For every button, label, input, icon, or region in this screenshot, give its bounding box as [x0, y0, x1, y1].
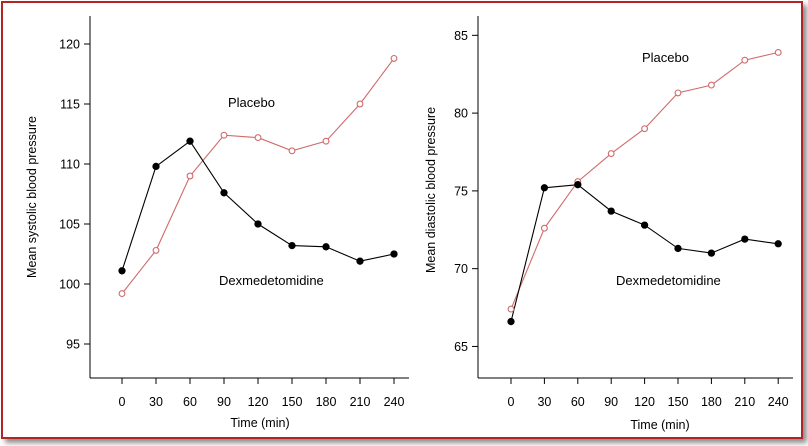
data-point-dexmedetomidine	[356, 257, 364, 265]
data-point-placebo	[540, 224, 548, 232]
x-tick-label: 90	[604, 395, 618, 409]
x-tick-label: 240	[384, 395, 405, 409]
diastolic-chart: Mean diastolic blood pressure Time (min)…	[424, 16, 793, 432]
data-point-placebo	[118, 290, 126, 298]
y-tick-label: 100	[59, 278, 80, 292]
x-tick-label: 180	[701, 395, 722, 409]
data-point-placebo	[254, 134, 262, 142]
x-tick-label: 90	[217, 395, 231, 409]
data-point-placebo	[707, 81, 715, 89]
x-tick-label: 0	[119, 395, 126, 409]
x-tick-label: 120	[634, 395, 655, 409]
data-point-placebo	[607, 150, 615, 158]
x-tick-label: 210	[734, 395, 755, 409]
x-tick-label: 60	[571, 395, 585, 409]
x-axis-label: Time (min)	[630, 418, 689, 432]
data-point-dexmedetomidine	[707, 249, 716, 257]
data-point-placebo	[507, 305, 515, 313]
y-tick-label: 80	[454, 107, 468, 121]
data-point-placebo	[390, 54, 398, 62]
data-point-dexmedetomidine	[540, 184, 549, 192]
data-point-dexmedetomidine	[254, 220, 262, 228]
x-axis-label: Time (min)	[230, 416, 289, 430]
data-point-dexmedetomidine	[741, 235, 749, 243]
series-line-dexmedetomidine	[510, 184, 779, 322]
data-point-placebo	[356, 100, 364, 108]
data-point-placebo	[152, 246, 160, 254]
data-point-dexmedetomidine	[118, 267, 126, 275]
data-point-placebo	[288, 147, 296, 155]
x-tick-label: 30	[537, 395, 551, 409]
y-tick-label: 70	[454, 262, 468, 276]
data-point-placebo	[774, 48, 782, 56]
series-points	[118, 54, 398, 298]
data-point-dexmedetomidine	[186, 137, 194, 145]
series-lines	[121, 58, 395, 294]
data-point-dexmedetomidine	[322, 243, 330, 251]
data-point-dexmedetomidine	[774, 240, 782, 248]
data-point-dexmedetomidine	[640, 221, 649, 229]
data-point-dexmedetomidine	[607, 207, 615, 215]
data-point-placebo	[322, 137, 330, 145]
data-point-dexmedetomidine	[390, 250, 398, 258]
y-tick-label: 75	[454, 184, 468, 198]
data-point-dexmedetomidine	[288, 241, 296, 250]
y-tick-label: 105	[59, 218, 80, 232]
y-tick-label: 65	[454, 340, 468, 354]
x-tick-label: 150	[668, 395, 689, 409]
series-label-placebo: Placebo	[228, 95, 275, 110]
y-tick-label: 95	[66, 338, 80, 352]
y-tick-label: 110	[60, 158, 80, 172]
figure-frame	[1, 1, 803, 439]
data-point-dexmedetomidine	[674, 244, 682, 253]
y-axis-label: Mean systolic blood pressure	[25, 116, 39, 278]
y-axis-label: Mean diastolic blood pressure	[424, 107, 438, 273]
series-label-dexmedetomidine: Dexmedetomidine	[616, 273, 721, 288]
data-point-dexmedetomidine	[574, 181, 582, 189]
systolic-chart: Mean systolic blood pressure Time (min) …	[25, 16, 409, 430]
y-tick-label: 85	[454, 29, 468, 43]
x-tick-label: 30	[149, 395, 163, 409]
data-point-placebo	[641, 125, 649, 133]
x-tick-label: 180	[316, 395, 337, 409]
series-label-placebo: Placebo	[642, 50, 689, 65]
data-point-dexmedetomidine	[220, 189, 228, 197]
x-tick-label: 0	[508, 395, 515, 409]
x-tick-label: 240	[768, 395, 789, 409]
series-label-dexmedetomidine: Dexmedetomidine	[219, 273, 324, 288]
data-point-dexmedetomidine	[152, 162, 160, 171]
series-points	[507, 48, 782, 326]
x-tick-label: 150	[282, 395, 303, 409]
y-tick-label: 115	[60, 98, 80, 112]
data-point-dexmedetomidine	[507, 317, 515, 326]
x-tick-label: 60	[183, 395, 197, 409]
data-point-placebo	[186, 172, 194, 180]
y-tick-label: 120	[59, 38, 80, 52]
tick-group: 65 70 75 80 85 0 30 60 90 120 150 180 210 240	[454, 29, 789, 409]
data-point-placebo	[741, 56, 749, 64]
x-tick-label: 120	[248, 395, 269, 409]
series-line-dexmedetomidine	[121, 140, 395, 271]
series-line-placebo	[510, 51, 779, 310]
x-tick-label: 210	[350, 395, 371, 409]
tick-group: 95 100 105 110 115 120 0 30 60 90 120 150 180 210 240	[59, 38, 404, 410]
data-point-placebo	[674, 89, 682, 97]
data-point-placebo	[220, 131, 228, 139]
